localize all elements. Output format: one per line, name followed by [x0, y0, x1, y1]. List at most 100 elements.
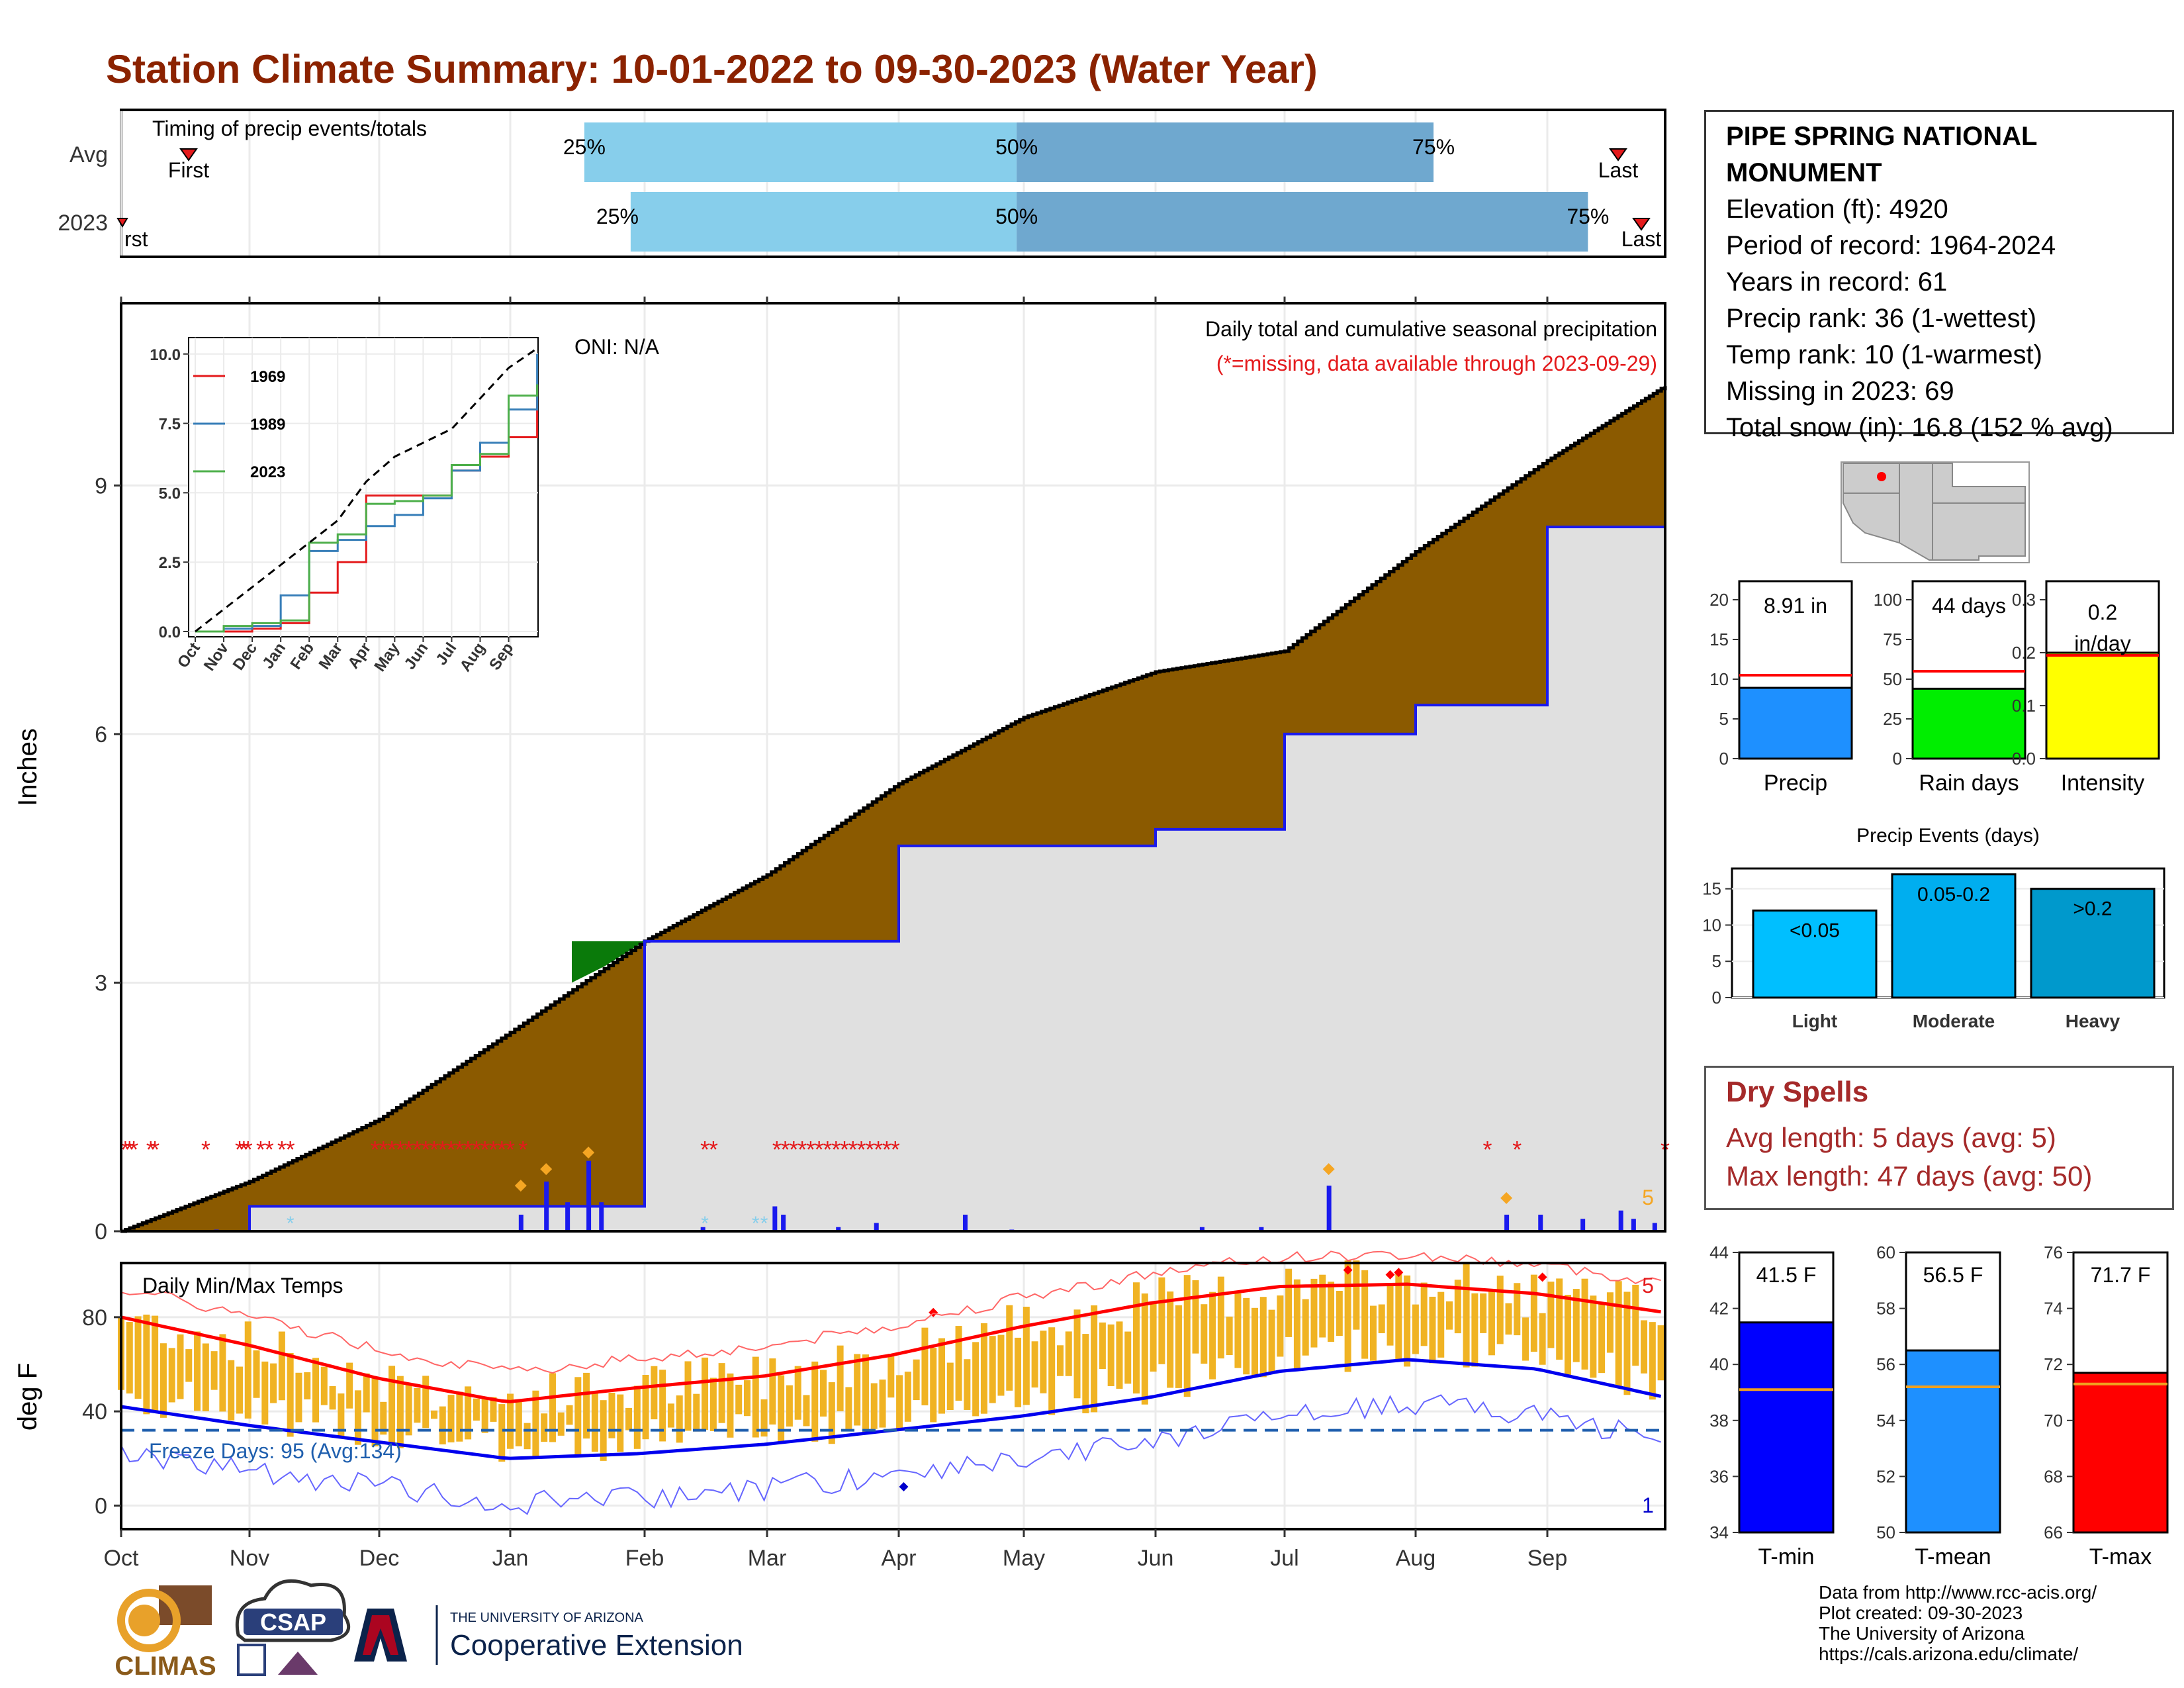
temp-summary-value: 56.5 F [1923, 1263, 1983, 1287]
temp-summary-tick-label: 44 [1709, 1243, 1729, 1262]
csap-text: CSAP [260, 1609, 326, 1636]
missing-mark: * [882, 1136, 891, 1163]
temp-bar [760, 1399, 768, 1437]
missing-mark: * [455, 1136, 464, 1163]
temp-summary-value: 71.7 F [2091, 1263, 2151, 1287]
mini-chart-tick-label: 0.0 [2012, 749, 2036, 769]
temp-bar [134, 1316, 142, 1399]
missing-mark: * [396, 1136, 405, 1163]
temp-bar [210, 1351, 218, 1390]
temp-bar [270, 1363, 277, 1403]
timing-pct-label: 25% [596, 205, 639, 228]
missing-mark: * [488, 1136, 498, 1163]
mini-chart-value-label: 44 days [1932, 594, 2006, 618]
snow-marker [582, 1147, 595, 1159]
temp-bar [1150, 1302, 1157, 1372]
snow-flake-mark: * [760, 1213, 768, 1235]
timing-pct-label: 25% [563, 135, 606, 159]
main-ytick-label: 0 [95, 1219, 107, 1244]
temp-bar [465, 1386, 472, 1440]
missing-mark: * [781, 1136, 790, 1163]
temp-bar [1293, 1279, 1300, 1371]
temp-bar [1073, 1309, 1081, 1399]
temp-bar [320, 1366, 328, 1405]
temp-bar [439, 1406, 446, 1444]
daily-temp-bars [118, 1260, 1664, 1491]
station-snow: Total snow (in): 16.8 (152 % avg) [1726, 413, 2113, 442]
temp-bar [1141, 1293, 1148, 1405]
temp-bar [930, 1348, 937, 1423]
temp-summary-tick-label: 50 [1876, 1523, 1895, 1542]
mini-chart-axis-label: Precip [1764, 771, 1827, 796]
footer-created: Plot created: 09-30-2023 [1819, 1603, 2023, 1623]
inset-line-average [195, 348, 538, 633]
temp-bar [329, 1385, 336, 1410]
missing-mark: * [831, 1136, 841, 1163]
station-location-dot [1877, 472, 1886, 481]
temp-summary-tick-label: 36 [1709, 1466, 1729, 1486]
mini-chart-precip: 0 5 10 15 20 8.91 in Precip [1709, 580, 1853, 796]
temp-summary-tick-label: 42 [1709, 1299, 1729, 1319]
temp-bar [1429, 1296, 1436, 1364]
main-chart-title: Daily total and cumulative seasonal prec… [1205, 317, 1657, 341]
temp-bar [718, 1363, 725, 1423]
temp-bar [1209, 1291, 1216, 1380]
temp-bar [422, 1376, 430, 1429]
x-axis-tick-label: Jun [1138, 1546, 1174, 1571]
main-ytick-label: 9 [95, 473, 107, 498]
daily-precip-bar [1652, 1223, 1657, 1231]
temp-bar [1446, 1301, 1453, 1330]
temp-bar [600, 1400, 607, 1461]
last-avg-marker [1609, 148, 1627, 162]
missing-mark: * [472, 1136, 481, 1163]
timing-bar-q2 [630, 192, 1017, 252]
temp-bar [1175, 1305, 1182, 1388]
temp-bar [1361, 1270, 1369, 1359]
missing-mark: * [815, 1136, 824, 1163]
precip-events-title: Precip Events (days) [1856, 825, 2040, 847]
station-elevation: Elevation (ft): 4920 [1726, 195, 1948, 224]
missing-mark: * [404, 1136, 414, 1163]
mini-chart-tick-label: 0.1 [2012, 696, 2036, 716]
missing-mark: * [277, 1136, 287, 1163]
x-axis-tick-label: Jul [1270, 1546, 1298, 1571]
temp-bar [1556, 1278, 1563, 1360]
temp-bar [828, 1382, 835, 1444]
temp-summary-label: T-mean [1915, 1544, 1991, 1570]
x-axis-tick-label: Dec [359, 1546, 399, 1571]
temp-bar [1183, 1275, 1191, 1397]
missing-mark: * [265, 1136, 274, 1163]
missing-mark: * [370, 1136, 379, 1163]
temp-bar [591, 1393, 598, 1452]
temp-bar [473, 1398, 480, 1421]
precip-event-range: 0.05-0.2 [1917, 884, 1990, 906]
temp-bar [541, 1413, 548, 1442]
temp-bar [228, 1360, 235, 1421]
temp-bar [608, 1392, 615, 1438]
temp-bar [1056, 1345, 1064, 1376]
footer-url: https://cals.arizona.edu/climate/ [1819, 1644, 2079, 1664]
temp-bar [1268, 1309, 1275, 1374]
temp-bar [980, 1323, 987, 1414]
temp-bar [1251, 1307, 1258, 1376]
missing-mark: * [438, 1136, 447, 1163]
temp-summary-tick-label: 66 [2044, 1523, 2063, 1542]
mini-chart-tick-label: 25 [1883, 709, 1902, 729]
temp-bar [1031, 1341, 1038, 1388]
station-precip-rank: Precip rank: 36 (1-wettest) [1726, 304, 2037, 333]
snow-marker [514, 1180, 527, 1192]
x-axis-tick-label: Jan [492, 1546, 529, 1571]
temp-bar [1395, 1272, 1402, 1361]
precip-event-bar [1891, 873, 2017, 999]
temp-bar [1632, 1284, 1639, 1366]
record-high-marker [1343, 1265, 1353, 1275]
temp-bar [752, 1356, 759, 1438]
oni-label: ONI: N/A [574, 335, 660, 359]
mini-chart-tick-label: 0.2 [2012, 643, 2036, 663]
temp-bar [1167, 1291, 1174, 1388]
timing-row-2023: 2023 [58, 211, 108, 236]
mini-chart-tick-label: 5 [1719, 709, 1729, 729]
inset-ytick-label: 0.0 [159, 624, 181, 641]
temp-bar [1412, 1304, 1419, 1354]
